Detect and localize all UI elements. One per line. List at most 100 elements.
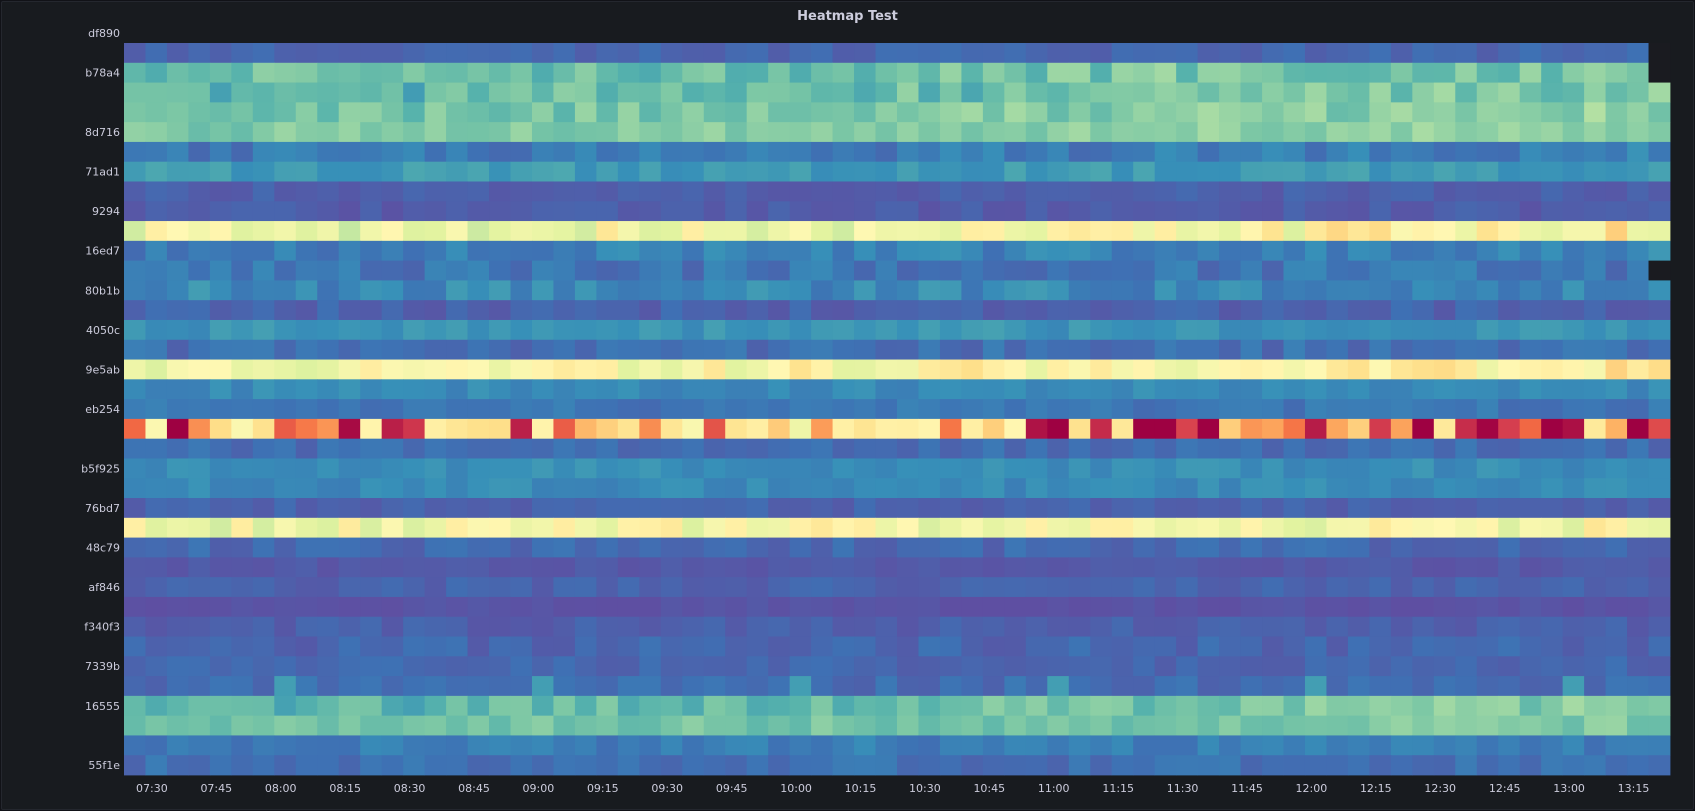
heatmap-cell[interactable] <box>467 438 490 459</box>
heatmap-cell[interactable] <box>660 280 683 301</box>
heatmap-cell[interactable] <box>746 122 769 143</box>
heatmap-cell[interactable] <box>1455 616 1478 637</box>
heatmap-cell[interactable] <box>338 181 361 202</box>
heatmap-cell[interactable] <box>446 418 468 440</box>
heatmap-cell[interactable] <box>660 557 683 578</box>
heatmap-cell[interactable] <box>403 280 426 301</box>
heatmap-cell[interactable] <box>1498 141 1521 163</box>
heatmap-cell[interactable] <box>1025 517 1048 538</box>
heatmap-cell[interactable] <box>768 319 791 341</box>
heatmap-cell[interactable] <box>1498 43 1521 64</box>
heatmap-cell[interactable] <box>639 102 662 123</box>
heatmap-cell[interactable] <box>510 557 533 578</box>
heatmap-cell[interactable] <box>596 478 619 499</box>
heatmap-cell[interactable] <box>1584 280 1606 301</box>
heatmap-cell[interactable] <box>295 735 318 756</box>
heatmap-cell[interactable] <box>1476 82 1499 103</box>
heatmap-cell[interactable] <box>660 82 683 103</box>
heatmap-cell[interactable] <box>1627 695 1649 717</box>
heatmap-cell[interactable] <box>897 636 919 657</box>
heatmap-cell[interactable] <box>166 517 189 538</box>
heatmap-cell[interactable] <box>1519 418 1542 440</box>
heatmap-cell[interactable] <box>1326 458 1349 479</box>
heatmap-cell[interactable] <box>1648 62 1671 83</box>
heatmap-cell[interactable] <box>166 161 189 182</box>
heatmap-cell[interactable] <box>1627 359 1649 380</box>
heatmap-cell[interactable] <box>188 458 211 479</box>
heatmap-cell[interactable] <box>231 300 254 321</box>
heatmap-cell[interactable] <box>982 418 1005 440</box>
heatmap-cell[interactable] <box>1390 359 1413 380</box>
heatmap-cell[interactable] <box>961 616 984 637</box>
heatmap-cell[interactable] <box>897 517 919 538</box>
heatmap-cell[interactable] <box>1047 161 1070 182</box>
heatmap-cell[interactable] <box>639 82 662 103</box>
heatmap-cell[interactable] <box>875 557 898 578</box>
heatmap-cell[interactable] <box>1025 319 1048 341</box>
heatmap-cell[interactable] <box>489 260 511 281</box>
heatmap-cell[interactable] <box>1133 102 1156 123</box>
heatmap-cell[interactable] <box>1240 260 1263 281</box>
heatmap-cell[interactable] <box>1219 260 1241 281</box>
heatmap-cell[interactable] <box>1304 300 1327 321</box>
heatmap-cell[interactable] <box>1498 359 1521 380</box>
heatmap-cell[interactable] <box>1154 735 1177 756</box>
heatmap-cell[interactable] <box>832 616 855 637</box>
heatmap-cell[interactable] <box>1541 221 1564 242</box>
heatmap-cell[interactable] <box>1562 122 1585 143</box>
heatmap-cell[interactable] <box>875 82 898 103</box>
heatmap-cell[interactable] <box>982 181 1005 202</box>
heatmap-cell[interactable] <box>939 755 962 776</box>
heatmap-cell[interactable] <box>746 102 769 123</box>
heatmap-cell[interactable] <box>982 636 1005 657</box>
heatmap-cell[interactable] <box>1433 260 1456 281</box>
heatmap-cell[interactable] <box>1455 695 1478 717</box>
heatmap-cell[interactable] <box>746 517 769 538</box>
heatmap-cell[interactable] <box>1111 379 1134 400</box>
heatmap-cell[interactable] <box>939 537 962 558</box>
heatmap-cell[interactable] <box>274 755 297 776</box>
heatmap-cell[interactable] <box>252 735 275 756</box>
heatmap-cell[interactable] <box>639 636 662 657</box>
heatmap-cell[interactable] <box>145 359 168 380</box>
heatmap-cell[interactable] <box>1047 280 1070 301</box>
heatmap-cell[interactable] <box>1133 498 1156 519</box>
heatmap-cell[interactable] <box>446 438 468 459</box>
heatmap-cell[interactable] <box>1605 359 1628 380</box>
heatmap-cell[interactable] <box>124 161 146 182</box>
heatmap-cell[interactable] <box>703 478 726 499</box>
heatmap-cell[interactable] <box>252 596 275 618</box>
heatmap-cell[interactable] <box>897 359 919 380</box>
heatmap-cell[interactable] <box>188 755 211 776</box>
heatmap-cell[interactable] <box>639 379 662 400</box>
heatmap-cell[interactable] <box>1412 399 1435 420</box>
heatmap-cell[interactable] <box>231 102 254 123</box>
heatmap-cell[interactable] <box>403 122 426 143</box>
heatmap-cell[interactable] <box>1412 557 1435 578</box>
heatmap-cell[interactable] <box>252 577 275 598</box>
heatmap-cell[interactable] <box>1562 379 1585 400</box>
heatmap-cell[interactable] <box>1433 735 1456 756</box>
heatmap-cell[interactable] <box>1584 141 1606 163</box>
heatmap-cell[interactable] <box>703 596 726 618</box>
heatmap-cell[interactable] <box>1347 636 1370 657</box>
heatmap-cell[interactable] <box>317 517 340 538</box>
heatmap-cell[interactable] <box>1476 181 1499 202</box>
heatmap-cell[interactable] <box>768 438 791 459</box>
heatmap-cell[interactable] <box>295 161 318 182</box>
heatmap-cell[interactable] <box>531 260 554 281</box>
heatmap-cell[interactable] <box>961 557 984 578</box>
heatmap-cell[interactable] <box>1133 517 1156 538</box>
heatmap-cell[interactable] <box>446 240 468 262</box>
heatmap-cell[interactable] <box>1562 43 1585 64</box>
heatmap-cell[interactable] <box>617 715 640 736</box>
heatmap-cell[interactable] <box>832 478 855 499</box>
heatmap-cell[interactable] <box>1605 43 1628 64</box>
heatmap-cell[interactable] <box>446 517 468 538</box>
heatmap-cell[interactable] <box>832 557 855 578</box>
heatmap-cell[interactable] <box>446 43 468 64</box>
heatmap-cell[interactable] <box>1369 438 1392 459</box>
heatmap-cell[interactable] <box>295 596 318 618</box>
heatmap-cell[interactable] <box>1111 418 1134 440</box>
heatmap-cell[interactable] <box>124 656 146 677</box>
